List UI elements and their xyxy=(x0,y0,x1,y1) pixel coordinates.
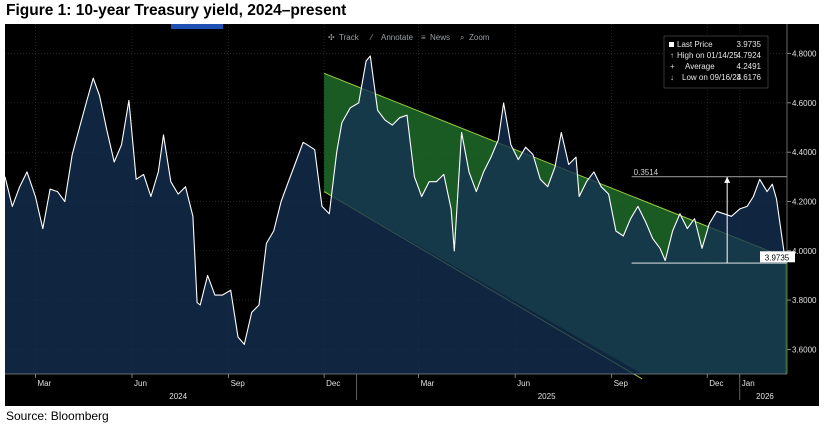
low-marker-icon: ↓ xyxy=(670,73,674,82)
x-tick-label: Jun xyxy=(134,379,147,388)
magnifier-icon: ⌕ xyxy=(460,33,464,42)
toolbar-news-label: News xyxy=(430,33,450,42)
series-layer xyxy=(4,55,786,374)
stats-legend: Last Price 3.9735 ↑ High on 01/14/25 4.7… xyxy=(663,35,769,89)
toolbar-news[interactable]: ≡ News xyxy=(421,33,450,42)
average-marker-icon: + xyxy=(670,62,675,71)
legend-high-label: High on 01/14/25 xyxy=(677,51,738,60)
news-icon: ≡ xyxy=(421,33,426,42)
x-year-label: 2025 xyxy=(538,392,556,401)
chart-toolbar: ✣ Track ⁄ Annotate ≡ News ⌕ Zoom xyxy=(328,33,490,42)
yield-line xyxy=(4,55,786,345)
y-tick-label: 3.6000 xyxy=(792,345,817,354)
y-tick-label: 4.0000 xyxy=(792,247,817,256)
toolbar-track[interactable]: ✣ Track xyxy=(328,33,360,42)
x-tick-label: Dec xyxy=(326,379,340,388)
legend-last-price-value: 3.9735 xyxy=(737,40,762,49)
last-price-swatch xyxy=(669,42,674,47)
toolbar-annotate[interactable]: ⁄ Annotate xyxy=(369,33,414,42)
y-tick-label: 4.8000 xyxy=(792,50,817,59)
pencil-icon: ⁄ xyxy=(369,33,374,42)
y-axis: 3.6000 3.8000 4.0000 4.2000 4.4000 4.6000 4.80… xyxy=(786,24,817,374)
x-tick-label: Mar xyxy=(421,379,435,388)
range-label: 0.3514 xyxy=(634,168,659,177)
toolbar-track-label: Track xyxy=(339,33,360,42)
last-price-tag: 3.9735 xyxy=(760,251,795,263)
legend-low-value: 3.6176 xyxy=(737,73,762,82)
legend-average-value: 4.2491 xyxy=(737,62,762,71)
last-price-tag-box xyxy=(760,251,795,263)
toolbar-zoom[interactable]: ⌕ Zoom xyxy=(460,33,490,42)
y-tick-label: 3.8000 xyxy=(792,296,817,305)
x-axis: Mar Jun Sep Dec Mar Jun Sep Dec Jan 2024 2025 2026 xyxy=(5,373,787,401)
y-tick-label: 4.2000 xyxy=(792,197,817,206)
yield-chart: 0.3514 3.6000 3.8000 4.0000 4.2000 4.4000 4.6… xyxy=(4,24,819,406)
x-tick-label: Jun xyxy=(517,379,530,388)
x-tick-label: Dec xyxy=(709,379,723,388)
range-arrow-head xyxy=(724,176,731,183)
x-year-label: 2026 xyxy=(756,392,774,401)
chart-panel[interactable]: 0.3514 3.6000 3.8000 4.0000 4.2000 4.4000 4.6… xyxy=(4,24,819,406)
x-tick-label: Sep xyxy=(614,379,629,388)
top-scroll-indicator[interactable] xyxy=(171,24,223,29)
x-tick-label: Mar xyxy=(37,379,51,388)
source-note: Source: Bloomberg xyxy=(6,409,109,423)
figure-title: Figure 1: 10-year Treasury yield, 2024–p… xyxy=(6,2,347,19)
legend-last-price-label: Last Price xyxy=(677,40,713,49)
x-tick-label: Jan xyxy=(742,379,755,388)
range-marker: 0.3514 xyxy=(631,168,787,264)
legend-box xyxy=(663,35,769,89)
legend-average-label: Average xyxy=(685,62,715,71)
x-tick-label: Sep xyxy=(231,379,246,388)
y-tick-label: 4.6000 xyxy=(792,99,817,108)
x-year-label: 2024 xyxy=(169,392,187,401)
legend-high-value: 4.7924 xyxy=(737,51,762,60)
legend-low-label: Low on 09/16/24 xyxy=(682,73,742,82)
high-marker-icon: ↑ xyxy=(670,51,674,60)
toolbar-annotate-label: Annotate xyxy=(381,33,414,42)
crosshair-icon: ✣ xyxy=(328,33,335,42)
toolbar-zoom-label: Zoom xyxy=(469,33,490,42)
y-tick-label: 4.4000 xyxy=(792,148,817,157)
last-price-tag-value: 3.9735 xyxy=(765,253,790,262)
yield-area xyxy=(5,56,785,374)
